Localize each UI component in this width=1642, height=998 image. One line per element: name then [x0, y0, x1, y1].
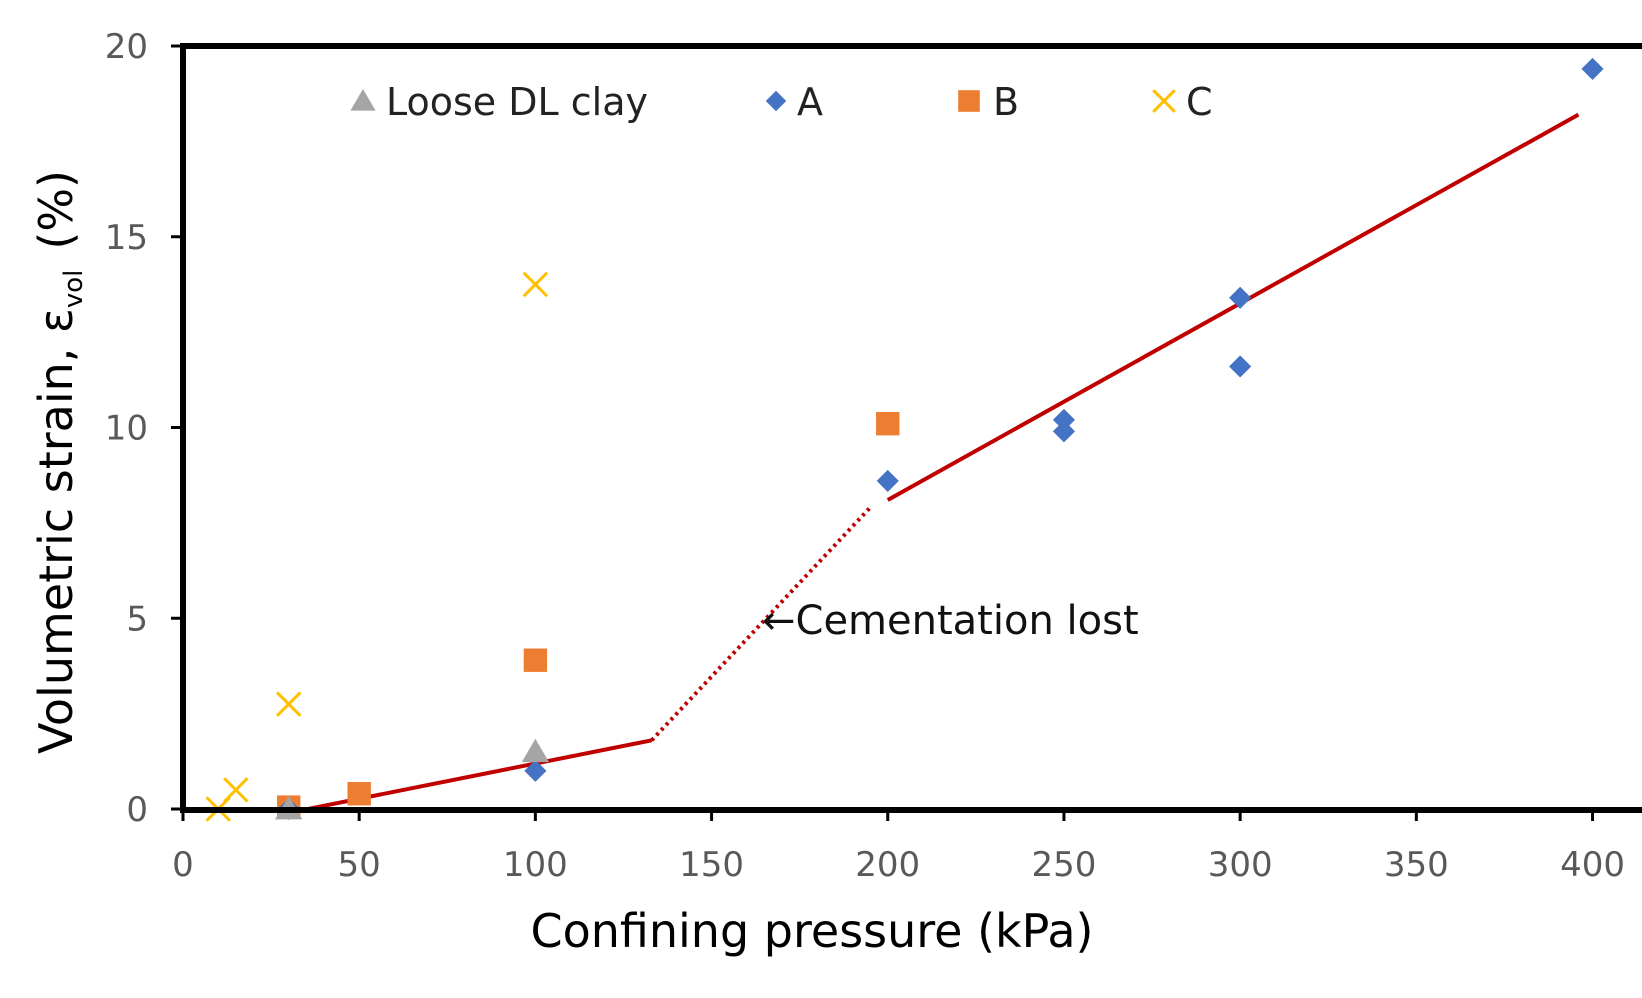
legend-marker-a	[765, 90, 787, 112]
y-tick-label: 0	[126, 790, 148, 830]
annotation-cementation-lost: ←Cementation lost	[762, 598, 1139, 644]
point-b	[523, 648, 548, 672]
point-c	[223, 777, 249, 803]
y-ticks: 0 5 10 15 20	[105, 27, 183, 830]
point-b	[347, 782, 371, 806]
trend-line-solid	[288, 738, 653, 815]
point-c	[275, 691, 302, 717]
x-tick-label: 400	[1560, 845, 1625, 885]
point-a	[1052, 408, 1076, 431]
y-tick-label: 5	[126, 599, 148, 639]
legend-marker-b	[958, 90, 980, 112]
annotations: ←Cementation lost	[762, 598, 1139, 644]
plot-frame	[180, 43, 1642, 813]
legend-label-a: A	[797, 80, 823, 124]
legend-label-loose-dl-clay: Loose DL clay	[386, 80, 648, 124]
y-axis-title-main: Volumetric strain, ε	[29, 308, 83, 754]
point-a	[1229, 286, 1252, 309]
data-markers	[205, 57, 1604, 822]
y-axis-title: Volumetric strain, εvol (%)	[29, 170, 89, 754]
x-tick-label: 300	[1208, 845, 1273, 885]
point-b	[876, 411, 900, 436]
y-tick-label: 20	[105, 27, 148, 67]
x-tick-label: 150	[679, 845, 744, 885]
x-tick-label: 200	[855, 845, 920, 885]
x-tick-label: 0	[172, 845, 194, 885]
y-tick-label: 15	[105, 218, 148, 258]
point-c	[522, 271, 549, 298]
y-axis-title-sub: vol	[59, 270, 89, 309]
point-a	[524, 759, 547, 782]
legend-label-b: B	[993, 80, 1019, 124]
y-tick-label: 10	[105, 409, 148, 449]
x-tick-label: 350	[1384, 845, 1449, 885]
point-a	[1581, 57, 1604, 80]
trend-lines	[288, 112, 1580, 815]
trend-line-solid	[886, 112, 1580, 502]
legend-marker-loose-dl-clay	[350, 89, 376, 111]
y-axis-title-unit: (%)	[29, 170, 83, 250]
x-axis-title: Confining pressure (kPa)	[530, 904, 1093, 958]
point-loose-dl-clay	[521, 738, 550, 763]
x-tick-label: 250	[1031, 845, 1096, 885]
x-tick-label: 50	[338, 845, 381, 885]
point-a	[1052, 420, 1076, 443]
legend-label-c: C	[1186, 80, 1213, 124]
point-a	[1229, 355, 1252, 378]
x-tick-label: 100	[503, 845, 568, 885]
point-a	[876, 469, 899, 492]
x-ticks: 0 50 100 150 200 250 300 350 400	[172, 809, 1625, 885]
legend-marker-c	[1152, 89, 1176, 113]
legend: Loose DL clay A B C	[350, 80, 1213, 124]
